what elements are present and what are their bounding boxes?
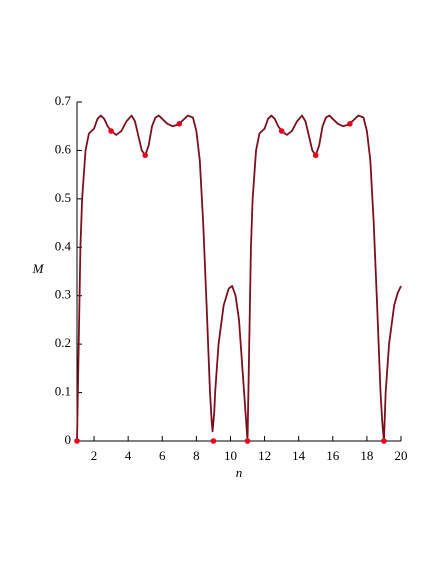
point bbox=[278, 128, 285, 134]
x-tick-label: 6 bbox=[159, 448, 166, 463]
y-tick-label: 0.7 bbox=[55, 93, 72, 108]
y-axis-label: M bbox=[32, 261, 45, 276]
x-tick-label: 16 bbox=[326, 448, 340, 463]
point bbox=[244, 438, 251, 444]
y-tick-label: 0.1 bbox=[55, 384, 71, 399]
y-tick-label: 0.5 bbox=[55, 190, 71, 205]
point bbox=[176, 120, 183, 127]
x-tick-label: 14 bbox=[292, 448, 306, 463]
x-tick-label: 4 bbox=[125, 448, 132, 463]
point bbox=[210, 438, 217, 444]
x-tick-label: 12 bbox=[258, 448, 271, 463]
curve bbox=[76, 114, 402, 442]
x-tick-label: 20 bbox=[395, 448, 408, 463]
point bbox=[108, 128, 114, 134]
y-tick-label: 0.3 bbox=[55, 287, 71, 302]
x-tick-label: 10 bbox=[224, 448, 237, 463]
x-tick-label: 2 bbox=[91, 448, 98, 463]
y-tick-label: 0 bbox=[65, 432, 72, 447]
y-tick-label: 0.4 bbox=[55, 238, 72, 253]
point bbox=[347, 120, 353, 127]
x-tick-label: 18 bbox=[360, 448, 373, 463]
point bbox=[312, 152, 319, 159]
x-axis-label: n bbox=[236, 465, 243, 480]
point bbox=[381, 438, 387, 444]
y-tick-label: 0.2 bbox=[55, 335, 71, 350]
x-tick-label: 8 bbox=[193, 448, 200, 463]
point bbox=[142, 152, 149, 159]
y-tick-label: 0.6 bbox=[55, 141, 72, 156]
point bbox=[74, 438, 80, 444]
